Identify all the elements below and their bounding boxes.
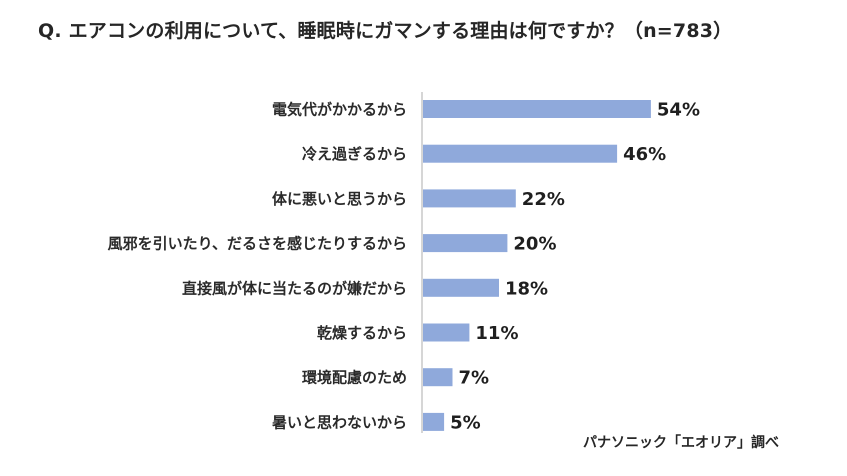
value-label-7: 5% <box>450 412 481 433</box>
bar-5 <box>423 323 470 342</box>
value-label-0: 54% <box>657 100 700 121</box>
bar-2 <box>423 189 516 208</box>
category-label-7: 暑いと思わないから <box>272 413 407 431</box>
category-label-3: 風邪を引いたり、だるさを感じたりするから <box>108 235 407 253</box>
source-note: パナソニック「エオリア」調べ <box>583 435 779 451</box>
value-label-1: 46% <box>623 144 666 165</box>
category-label-4: 直接風が体に当たるのが嫌だから <box>182 279 407 297</box>
bar-7 <box>423 412 445 431</box>
value-label-6: 7% <box>459 368 490 389</box>
bar-4 <box>423 278 499 297</box>
bar-1 <box>423 144 618 163</box>
bar-6 <box>423 368 453 387</box>
category-label-2: 体に悪いと思うから <box>272 190 407 208</box>
bar-3 <box>423 234 508 253</box>
value-label-4: 18% <box>505 278 548 299</box>
category-label-0: 電気代がかかるから <box>272 101 407 119</box>
chart-title: Q. エアコンの利用について、睡眠時にガマンする理由は何ですか？（n=783） <box>38 20 733 42</box>
category-label-5: 乾燥するから <box>317 324 407 342</box>
category-label-6: 環境配慮のため <box>302 369 407 387</box>
bars-layer: 電気代がかかるから 54% 冷え過ぎるから 46% 体に悪いと思うから 22% 風邪を引いた… <box>108 100 700 434</box>
value-label-5: 11% <box>475 323 518 344</box>
bar-0 <box>423 100 651 118</box>
category-label-1: 冷え過ぎるから <box>302 145 407 163</box>
value-label-3: 20% <box>513 234 556 255</box>
value-label-2: 22% <box>522 189 565 210</box>
